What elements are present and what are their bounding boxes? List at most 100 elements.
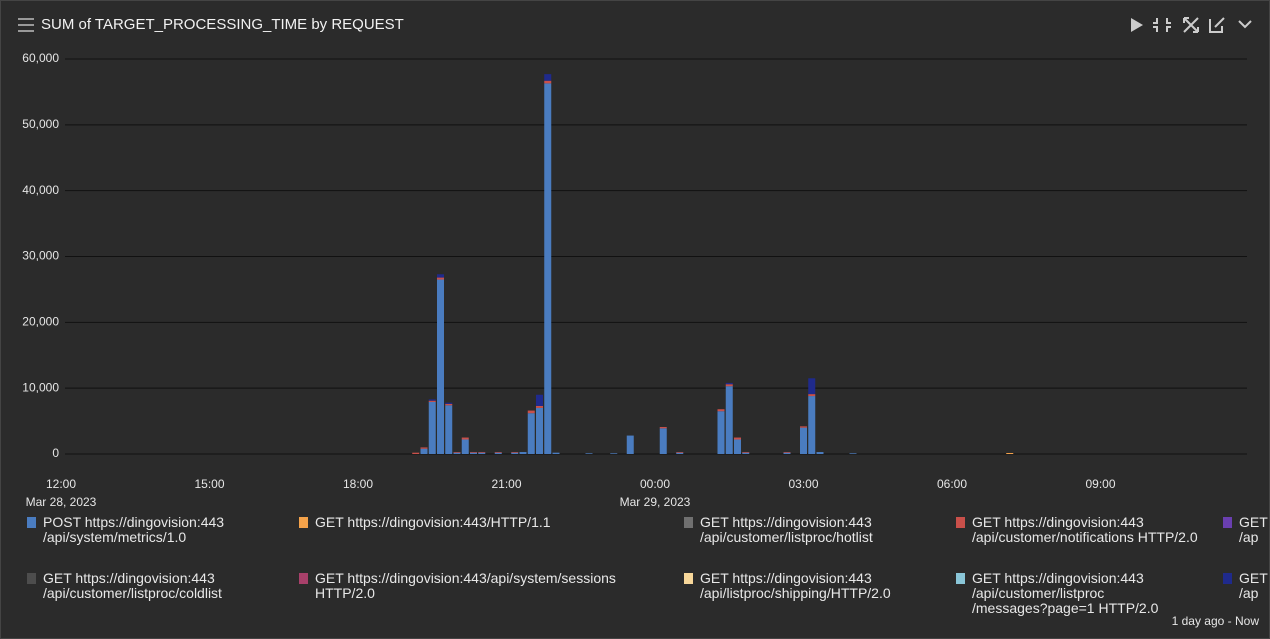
legend-label: GET https://dingovision:443/api/system/s… <box>315 571 616 601</box>
x-tick-label: 00:00 <box>640 477 670 491</box>
bar-segment <box>742 452 750 454</box>
legend-item[interactable]: GET https://dingovision:443 /api/custome… <box>956 571 1216 621</box>
bar-segment <box>742 452 750 453</box>
bar-segment <box>783 452 791 454</box>
chart-title: SUM of TARGET_PROCESSING_TIME by REQUEST <box>41 16 404 33</box>
y-tick-label: 20,000 <box>22 315 59 329</box>
legend-item[interactable]: GET /ap <box>1223 515 1269 565</box>
play-icon[interactable] <box>1131 18 1143 32</box>
bar-segment <box>478 452 486 453</box>
legend-swatch <box>1223 517 1232 528</box>
x-tick-label: 12:00 <box>46 477 76 491</box>
y-tick-label: 30,000 <box>22 249 59 263</box>
y-tick-label: 50,000 <box>22 117 59 131</box>
legend: POST https://dingovision:443 /api/system… <box>1 511 1269 616</box>
y-tick-label: 60,000 <box>22 51 59 65</box>
legend-label: GET https://dingovision:443 /api/custome… <box>700 515 873 545</box>
bar-segment <box>808 378 816 395</box>
bar-segment <box>725 384 733 387</box>
bar-segment <box>536 407 543 454</box>
bar-segment <box>420 448 428 454</box>
bar-segment <box>585 453 593 454</box>
expand-icon[interactable] <box>1183 17 1199 33</box>
dropdown-icon[interactable] <box>1238 20 1252 29</box>
menu-icon[interactable] <box>18 18 34 32</box>
legend-label: GET /ap <box>1239 571 1268 601</box>
bar-segment <box>676 452 684 453</box>
bar-segment <box>470 452 477 453</box>
bar-segment <box>734 437 741 440</box>
x-tick-label: 03:00 <box>788 477 818 491</box>
bar-segment <box>453 452 461 454</box>
bar-segment <box>445 403 453 406</box>
bar-segment <box>544 80 552 84</box>
legend-item[interactable]: GET https://dingovision:443/api/system/s… <box>299 571 669 621</box>
bar-segment <box>437 277 444 280</box>
x-date-label: Mar 29, 2023 <box>620 495 691 509</box>
x-tick-label: 06:00 <box>937 477 967 491</box>
bar-segment <box>519 452 527 454</box>
bar-segment <box>800 426 807 428</box>
legend-item[interactable]: GET /ap <box>1223 571 1269 621</box>
legend-label: GET https://dingovision:443 /api/listpro… <box>700 571 891 601</box>
legend-item[interactable]: POST https://dingovision:443 /api/system… <box>27 515 287 565</box>
bar-segment <box>800 427 807 454</box>
x-tick-label: 09:00 <box>1085 477 1115 491</box>
bar-segment <box>725 382 733 385</box>
legend-item[interactable]: GET https://dingovision:443 /api/custome… <box>684 515 944 565</box>
bar-segment <box>536 405 543 408</box>
legend-item[interactable]: GET https://dingovision:443/HTTP/1.1 <box>299 515 669 565</box>
x-date-label: Mar 28, 2023 <box>26 495 97 509</box>
y-tick-label: 10,000 <box>22 380 59 394</box>
bar-segment <box>445 402 453 404</box>
bar-segment <box>717 411 725 454</box>
edit-icon[interactable] <box>1209 17 1225 33</box>
legend-swatch <box>1223 573 1232 584</box>
legend-swatch <box>299 517 308 528</box>
legend-item[interactable]: GET https://dingovision:443 /api/listpro… <box>684 571 944 621</box>
x-tick-label: 21:00 <box>491 477 521 491</box>
bar-segment <box>428 399 436 401</box>
bar-segment <box>1006 453 1014 454</box>
bar-segment <box>445 405 453 454</box>
bar-segment <box>420 447 428 449</box>
bar-segment <box>470 452 477 454</box>
legend-item[interactable]: GET https://dingovision:443 /api/custome… <box>956 515 1216 565</box>
legend-label: GET https://dingovision:443 /api/custome… <box>972 571 1159 616</box>
bar-segment <box>461 437 469 440</box>
bar-segment <box>610 453 618 454</box>
bar-segment <box>511 452 519 454</box>
bar-segment <box>676 452 684 454</box>
legend-label: GET /ap <box>1239 515 1268 545</box>
legend-item[interactable]: GET https://dingovision:443 /api/custome… <box>27 571 287 621</box>
legend-swatch <box>684 517 693 528</box>
bar-segment <box>544 83 552 454</box>
legend-label: POST https://dingovision:443 /api/system… <box>43 515 225 545</box>
bar-segment <box>536 394 543 406</box>
legend-swatch <box>956 517 965 528</box>
bar-segment <box>816 452 824 454</box>
legend-swatch <box>956 573 965 584</box>
bar-segment <box>544 74 552 81</box>
bar-segment <box>437 274 444 278</box>
bar-segment <box>461 439 469 454</box>
bar-segment <box>725 386 733 454</box>
bar-segment <box>849 453 857 454</box>
bar-segment <box>808 396 816 454</box>
legend-swatch <box>27 517 36 528</box>
bar-segment <box>626 435 634 454</box>
legend-swatch <box>299 573 308 584</box>
bar-segment <box>494 452 502 453</box>
legend-label: GET https://dingovision:443 /api/custome… <box>43 571 222 601</box>
bar-segment <box>717 409 725 412</box>
bar-segment <box>412 452 420 454</box>
bar-segment <box>552 452 560 454</box>
bar-segment <box>428 400 436 402</box>
bar-segment <box>783 452 791 453</box>
bar-segment <box>494 452 502 454</box>
legend-swatch <box>27 573 36 584</box>
collapse-icon[interactable] <box>1153 18 1171 32</box>
legend-label: GET https://dingovision:443/HTTP/1.1 <box>315 515 551 530</box>
legend-label: GET https://dingovision:443 /api/custome… <box>972 515 1198 545</box>
